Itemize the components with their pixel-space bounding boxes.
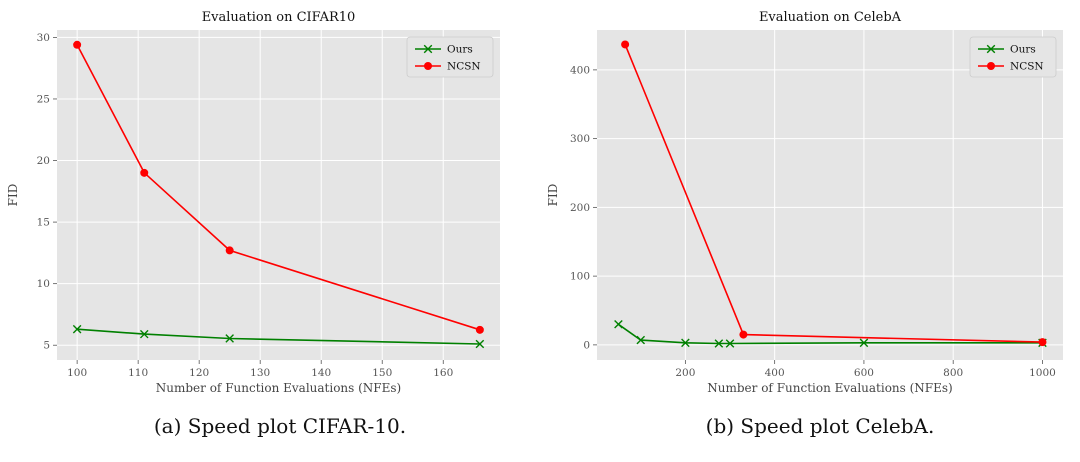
x-tick-label: 1000 <box>1029 367 1056 379</box>
data-point-ours <box>614 319 623 329</box>
data-point-ours <box>714 339 724 348</box>
data-point-ours <box>636 335 646 345</box>
legend-label-ncsn: NCSN <box>447 61 481 73</box>
x-tick-label: 140 <box>311 367 331 379</box>
chart-title: Evaluation on CelebA <box>759 10 902 25</box>
data-point-ours <box>681 338 690 348</box>
y-tick-label: 0 <box>583 339 590 351</box>
legend-marker-ncsn <box>987 62 995 70</box>
data-point-ours <box>859 338 869 348</box>
x-tick-label: 200 <box>675 367 695 379</box>
legend-marker-ours <box>423 44 433 54</box>
legend: Ours NCSN <box>969 36 1057 78</box>
x-tick-label: 600 <box>854 367 874 379</box>
y-tick-label: 20 <box>37 155 50 167</box>
x-marker-stroke <box>859 338 869 348</box>
data-point-ncsn <box>140 168 149 177</box>
x-axis-label: Number of Function Evaluations (NFEs) <box>707 381 952 395</box>
chart-celeba: 200 400 600 800 1000 0 100 200 300 400 Evaluation … <box>546 10 1063 395</box>
x-marker-stroke <box>636 335 646 345</box>
y-tick-label: 15 <box>37 217 50 229</box>
x-marker-stroke <box>139 329 149 339</box>
figure-canvas: 100 110 120 130 140 150 160 5 10 15 20 25 30 Evaluati… <box>6 10 1063 395</box>
y-tick-label: 5 <box>43 340 50 352</box>
chart-cifar10: 100 110 120 130 140 150 160 5 10 15 20 25 30 Evaluati… <box>6 10 500 395</box>
x-marker-stroke <box>423 44 433 54</box>
x-marker-stroke <box>725 339 735 348</box>
y-tick-label: 25 <box>37 93 50 105</box>
legend-marker-ours <box>986 44 996 54</box>
data-point-ncsn <box>621 40 630 49</box>
y-tick-label: 100 <box>570 271 590 283</box>
x-tick-label: 150 <box>372 367 392 379</box>
x-axis-label: Number of Function Evaluations (NFEs) <box>156 381 401 395</box>
data-point-ncsn <box>225 246 234 255</box>
x-tick-label: 110 <box>128 367 148 379</box>
legend-label-ours: Ours <box>447 44 473 56</box>
x-tick-label: 120 <box>189 367 209 379</box>
x-marker-stroke <box>475 339 485 349</box>
legend-marker-ncsn <box>424 62 432 70</box>
x-tick-label: 800 <box>943 367 963 379</box>
x-marker-stroke <box>986 44 996 54</box>
data-point-ours <box>139 329 149 339</box>
series-line-ncsn <box>76 44 481 331</box>
y-axis-label: FID <box>546 184 560 207</box>
x-marker-stroke <box>614 319 623 329</box>
series-line-ours <box>77 328 480 345</box>
data-point-ncsn <box>475 325 484 334</box>
y-tick-label: 300 <box>570 133 590 145</box>
plot-background <box>597 30 1063 360</box>
x-marker-stroke <box>714 339 724 348</box>
caption-a: (a) Speed plot CIFAR-10. <box>153 414 407 438</box>
x-marker-stroke <box>225 334 234 343</box>
legend-label-ncsn: NCSN <box>1010 61 1044 73</box>
caption-b: (b) Speed plot CelebA. <box>705 414 935 438</box>
legend-label-ours: Ours <box>1010 44 1036 56</box>
data-point-ncsn <box>1038 338 1047 347</box>
chart-title: Evaluation on CIFAR10 <box>202 10 356 25</box>
x-tick-label: 160 <box>433 367 453 379</box>
data-point-ours <box>725 339 735 348</box>
data-point-ncsn <box>73 40 82 49</box>
data-point-ours <box>475 339 485 349</box>
data-point-ncsn <box>739 330 748 339</box>
x-tick-label: 100 <box>67 367 87 379</box>
y-tick-label: 10 <box>37 278 50 290</box>
x-tick-label: 130 <box>250 367 270 379</box>
x-marker-stroke <box>72 324 82 334</box>
y-tick-label: 200 <box>570 202 590 214</box>
y-tick-label: 30 <box>37 32 50 44</box>
x-marker-stroke <box>681 338 690 348</box>
data-point-ours <box>225 334 234 343</box>
x-tick-label: 400 <box>765 367 785 379</box>
legend: Ours NCSN <box>406 36 494 78</box>
plot-background <box>57 30 500 360</box>
data-point-ours <box>72 324 82 334</box>
y-axis-label: FID <box>6 184 20 207</box>
y-tick-label: 400 <box>570 64 590 76</box>
